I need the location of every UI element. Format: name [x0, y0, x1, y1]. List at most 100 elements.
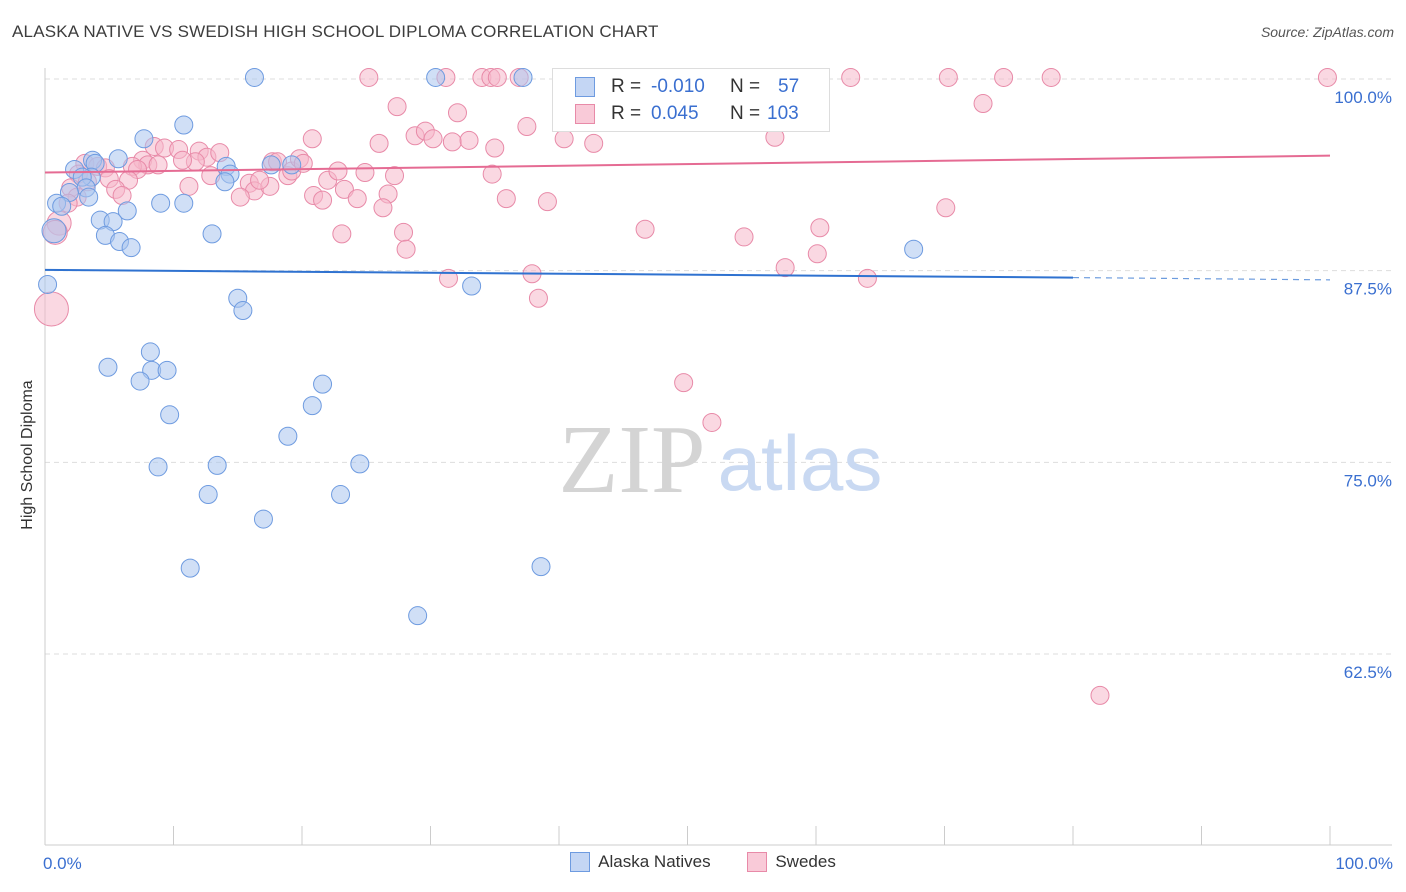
n-label-swedes: N = [730, 103, 761, 124]
n-value-swedes: 103 [767, 103, 799, 124]
alaska-trend-line [44, 268, 1074, 279]
legend-label-alaska: Alaska Natives [598, 852, 711, 871]
swedes-point [394, 222, 414, 242]
y-tick-label: 62.5% [1344, 663, 1392, 682]
swedes-point [442, 132, 462, 152]
alaska-point [180, 558, 200, 578]
y-tick-label: 75.0% [1344, 471, 1392, 490]
legend-item-alaska[interactable]: Alaska Natives [570, 852, 711, 872]
alaska-point [426, 67, 446, 87]
swedes-point [810, 218, 830, 238]
alaska-point [408, 606, 428, 626]
alaska-point [282, 155, 302, 175]
r-value-alaska: -0.010 [651, 76, 705, 97]
swedes-point [496, 189, 516, 209]
swedes-point [807, 244, 827, 264]
alaska-point [904, 239, 924, 259]
n-label-alaska: N = [730, 76, 761, 97]
swedes-point [938, 67, 958, 87]
r-label-swedes: R = [611, 103, 642, 124]
swedes-point [355, 163, 375, 183]
swedes-point [537, 192, 557, 212]
legend-item-swedes[interactable]: Swedes [747, 852, 836, 872]
bottom-legend: Alaska Natives Swedes [0, 852, 1406, 877]
swedes-point [302, 129, 322, 149]
swedes-point [775, 258, 795, 278]
swedes-point [172, 150, 192, 170]
axes [44, 68, 1392, 846]
swedes-swatch [575, 104, 595, 124]
swedes-point [359, 67, 379, 87]
swedes-point [973, 94, 993, 114]
alaska-point [302, 396, 322, 416]
swedes-point [857, 268, 877, 288]
swedes-point [734, 227, 754, 247]
swedes-point [385, 166, 405, 186]
swedes-point [1090, 685, 1110, 705]
alaska-point [157, 360, 177, 380]
swedes-point [328, 161, 348, 181]
swedes-point [387, 97, 407, 117]
swedes-point [482, 164, 502, 184]
alaska-point [134, 129, 154, 149]
swedes-point [528, 288, 548, 308]
r-value-swedes: 0.045 [651, 103, 699, 124]
swedes-point [369, 133, 389, 153]
legend-swatch-swedes [747, 852, 768, 872]
alaska-point [244, 67, 264, 87]
legend-label-swedes: Swedes [775, 852, 836, 871]
stats-legend-box: R = -0.010 N = 57 R = 0.045 N = 103 [552, 68, 830, 132]
swedes-point [994, 67, 1014, 87]
alaska-point [261, 155, 281, 175]
alaska-point [278, 426, 298, 446]
swedes-point [487, 67, 507, 87]
swedes-point [1041, 67, 1061, 87]
alaska-point [52, 196, 72, 216]
swedes-point [230, 187, 250, 207]
alaska-point [117, 201, 137, 221]
gridlines [45, 78, 1392, 655]
y-tick-label: 87.5% [1344, 280, 1392, 299]
swedes-point [517, 117, 537, 137]
legend-swatch-alaska [570, 852, 591, 872]
alaska-point [79, 187, 99, 207]
swedes-point [1317, 67, 1337, 87]
swedes-point [584, 133, 604, 153]
swedes-point [179, 176, 199, 196]
alaska-point [215, 172, 235, 192]
swedes-point [841, 67, 861, 87]
alaska-point [148, 457, 168, 477]
alaska-point [41, 218, 67, 244]
x-tick-label-max: 100.0% [1335, 854, 1393, 873]
alaska-point [198, 485, 218, 505]
swedes-point [373, 198, 393, 218]
swedes-point [334, 179, 354, 199]
swedes-point [423, 129, 443, 149]
alaska-point [207, 455, 227, 475]
x-tick-label-min: 0.0% [43, 854, 82, 873]
alaska-point [174, 193, 194, 213]
watermark-atlas: atlas [718, 419, 883, 507]
swedes-point [447, 103, 467, 123]
alaska-point [160, 405, 180, 425]
alaska-point [313, 374, 333, 394]
alaska-point [98, 357, 118, 377]
swedes-point [674, 373, 694, 393]
swedes-point [250, 170, 270, 190]
swedes-point [702, 412, 722, 432]
alaska-point [531, 557, 551, 577]
alaska-point [350, 454, 370, 474]
swedes-point [148, 155, 168, 175]
alaska-point [202, 224, 222, 244]
swedes-point [33, 291, 69, 327]
alaska-point [151, 193, 171, 213]
alaska-point [121, 238, 141, 258]
n-value-alaska: 57 [778, 76, 800, 97]
alaska-point [174, 115, 194, 135]
tick-labels: 62.5% 75.0% 87.5% 100.0% 0.0% 100.0% [43, 88, 1393, 873]
alaska-point [513, 67, 533, 87]
swedes-point [936, 198, 956, 218]
r-label-alaska: R = [611, 76, 642, 97]
alaska-point [233, 301, 253, 321]
